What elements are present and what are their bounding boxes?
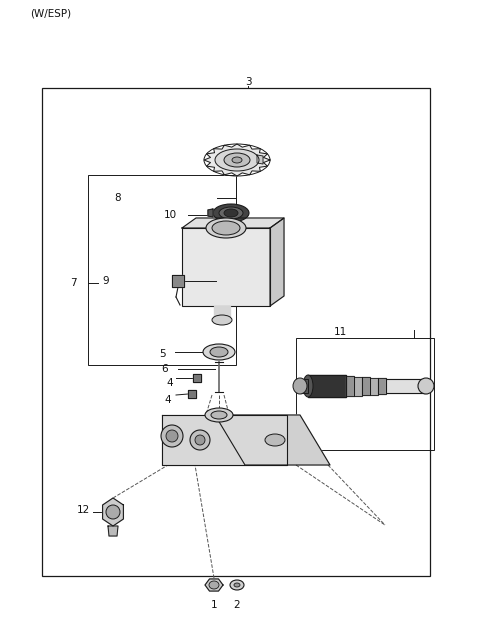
- Ellipse shape: [234, 583, 240, 587]
- Text: 2: 2: [234, 600, 240, 610]
- Polygon shape: [205, 579, 223, 591]
- Polygon shape: [378, 378, 386, 394]
- Text: 5: 5: [160, 349, 166, 359]
- Ellipse shape: [230, 580, 244, 590]
- Polygon shape: [208, 209, 213, 217]
- Text: 3: 3: [245, 77, 252, 87]
- Polygon shape: [182, 218, 284, 228]
- Text: 1: 1: [211, 600, 217, 610]
- Ellipse shape: [212, 315, 232, 325]
- Text: 10: 10: [163, 210, 177, 220]
- Text: 9: 9: [103, 276, 109, 286]
- Polygon shape: [214, 306, 230, 320]
- Ellipse shape: [224, 153, 250, 167]
- Ellipse shape: [195, 435, 205, 445]
- Polygon shape: [362, 377, 370, 395]
- Text: 8: 8: [115, 193, 121, 203]
- Polygon shape: [308, 375, 346, 397]
- Bar: [42, 88, 430, 576]
- Polygon shape: [346, 376, 354, 396]
- Ellipse shape: [203, 344, 235, 360]
- Ellipse shape: [209, 581, 219, 589]
- Polygon shape: [270, 218, 284, 306]
- Ellipse shape: [212, 221, 240, 235]
- Ellipse shape: [190, 430, 210, 450]
- Polygon shape: [188, 390, 196, 398]
- Polygon shape: [193, 374, 201, 382]
- Polygon shape: [103, 498, 123, 526]
- Text: 11: 11: [334, 327, 347, 337]
- Ellipse shape: [265, 434, 285, 446]
- Ellipse shape: [303, 375, 313, 397]
- Text: 12: 12: [76, 505, 90, 515]
- Polygon shape: [108, 526, 118, 536]
- Ellipse shape: [219, 207, 243, 219]
- Polygon shape: [386, 379, 426, 393]
- Ellipse shape: [210, 347, 228, 357]
- Ellipse shape: [106, 505, 120, 519]
- Ellipse shape: [166, 430, 178, 442]
- Polygon shape: [215, 415, 330, 465]
- Ellipse shape: [211, 411, 227, 419]
- Text: 7: 7: [70, 278, 76, 288]
- Ellipse shape: [293, 378, 307, 394]
- Bar: [182, 228, 270, 306]
- Polygon shape: [162, 415, 287, 465]
- Ellipse shape: [215, 149, 259, 171]
- Text: 4: 4: [167, 378, 173, 388]
- Polygon shape: [300, 379, 308, 393]
- Ellipse shape: [224, 209, 238, 217]
- Polygon shape: [354, 376, 362, 396]
- Ellipse shape: [161, 425, 183, 447]
- Polygon shape: [370, 378, 378, 394]
- Text: 6: 6: [162, 364, 168, 374]
- Bar: [296, 338, 434, 450]
- Polygon shape: [204, 144, 270, 176]
- Polygon shape: [257, 155, 263, 164]
- Polygon shape: [172, 275, 184, 287]
- Ellipse shape: [206, 218, 246, 238]
- Ellipse shape: [418, 378, 434, 394]
- Bar: [88, 175, 236, 365]
- Ellipse shape: [232, 157, 242, 163]
- Text: 4: 4: [165, 395, 171, 405]
- Ellipse shape: [205, 408, 233, 422]
- Ellipse shape: [213, 204, 249, 222]
- Text: (W/ESP): (W/ESP): [30, 9, 71, 19]
